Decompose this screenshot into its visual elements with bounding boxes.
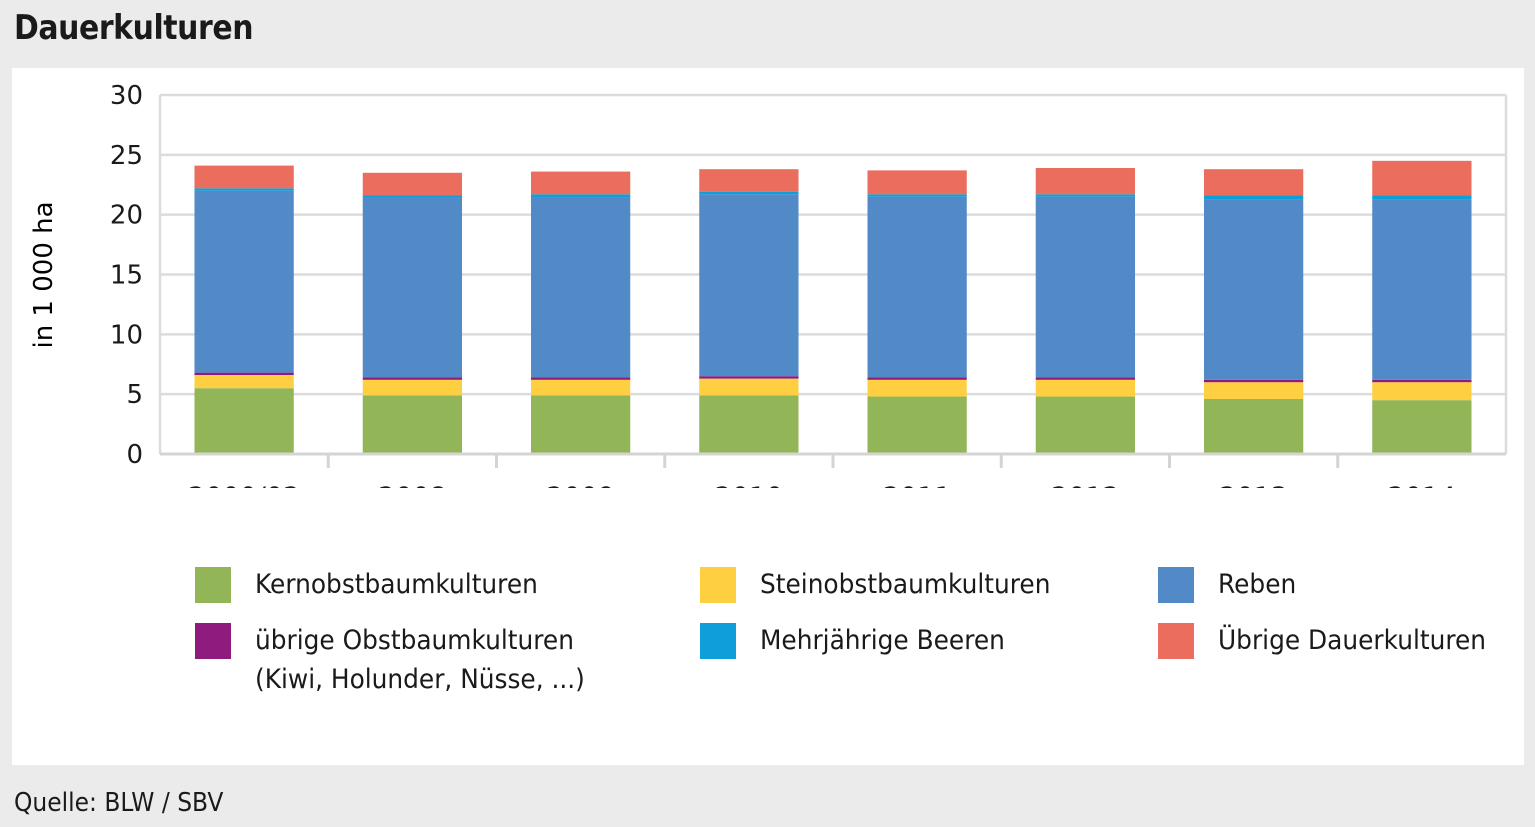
bar-segment-2010-4: [699, 191, 799, 195]
legend-swatch-steinobst: [700, 567, 736, 603]
legend-swatch-uebrige-dauer: [1158, 623, 1194, 659]
x-tick-label-2014: 2014: [1388, 482, 1457, 488]
stacked-bar-chart: in 1 000 ha 0 5 10 15 20 25 30 2000/02 2008 2009…: [29, 81, 1508, 488]
bar-segment-2009-2: [530, 377, 631, 380]
bar-segment-2011-2: [867, 377, 967, 380]
bar-segment-2009-4: [530, 194, 631, 198]
legend-swatch-uebrige-obstbaum: [195, 623, 231, 659]
bar-segment-2009-1: [530, 379, 631, 396]
x-tick-label-2010: 2010: [715, 482, 784, 488]
legend-item-uebrige-obstbaum: übrige Obstbaumkulturen (Kiwi, Holunder,…: [195, 621, 614, 699]
legend-item-reben: Reben: [1158, 565, 1303, 604]
legend-label-steinobst: Steinobstbaumkulturen: [760, 569, 1051, 600]
legend-item-kernobst: Kernobstbaumkulturen: [195, 565, 562, 604]
bar-segment-2008-4: [362, 195, 463, 198]
bar-segment-2000-02-5: [194, 165, 294, 189]
y-tick-label-20: 20: [110, 201, 143, 231]
bar-segment-2009-5: [530, 171, 631, 195]
chart-panel: in 1 000 ha 0 5 10 15 20 25 30 2000/02 2008 2009…: [12, 68, 1524, 765]
legend-item-uebrige-dauer: Übrige Dauerkulturen: [1158, 621, 1509, 660]
bar-segment-2012-2: [1035, 377, 1136, 380]
legend-label-beeren: Mehrjährige Beeren: [760, 625, 1005, 656]
y-tick-label-15: 15: [110, 261, 143, 291]
bar-segment-2013-3: [1203, 199, 1304, 380]
bar-segment-2000-02-3: [194, 190, 294, 373]
y-tick-label-30: 30: [110, 81, 143, 111]
bar-segment-2008-0: [362, 395, 463, 454]
bar-segment-2000-02-1: [194, 375, 294, 389]
y-tick-label-0: 0: [126, 440, 143, 470]
bar-segment-2010-5: [699, 169, 799, 192]
bar-segment-2013-1: [1203, 382, 1304, 399]
bar-segment-2010-0: [699, 395, 799, 454]
bar-segment-2013-0: [1203, 398, 1304, 454]
bar-segment-2011-1: [867, 379, 967, 397]
bar-segment-2008-5: [362, 172, 463, 196]
bar-segment-2011-4: [867, 194, 967, 197]
bars: [194, 160, 1472, 454]
bar-segment-2008-2: [362, 377, 463, 380]
bar-segment-2013-2: [1203, 379, 1304, 383]
page-title: Dauerkulturen: [14, 8, 254, 48]
legend-label-uebrige-dauer: Übrige Dauerkulturen: [1218, 625, 1487, 656]
bar-segment-2012-0: [1035, 396, 1136, 454]
x-tick-label-2013: 2013: [1219, 482, 1288, 488]
bar-segment-2010-1: [699, 378, 799, 396]
bar-segment-2013-5: [1203, 169, 1304, 196]
bar-segment-2014-1: [1372, 382, 1472, 401]
legend-swatch-kernobst: [195, 567, 231, 603]
bar-segment-2014-4: [1372, 195, 1472, 200]
bar-segment-2008-3: [362, 197, 463, 378]
legend-item-steinobst: Steinobstbaumkulturen: [700, 565, 1076, 604]
legend-item-beeren: Mehrjährige Beeren: [700, 621, 1026, 660]
bar-segment-2000-02-0: [194, 388, 294, 454]
bar-segment-2008-1: [362, 379, 463, 396]
x-tick-label-2012: 2012: [1051, 482, 1120, 488]
bar-segment-2012-3: [1035, 196, 1136, 378]
bar-segment-2014-3: [1372, 199, 1472, 380]
x-tick-label-2009: 2009: [546, 482, 615, 488]
y-tick-labels: 0 5 10 15 20 25 30: [110, 81, 143, 470]
bar-segment-2014-2: [1372, 379, 1472, 383]
bar-segment-2010-2: [699, 376, 799, 379]
x-tick-labels: 2000/02 2008 2009 2010 2011 2012 2013 2014: [188, 482, 1456, 488]
bar-segment-2013-4: [1203, 195, 1304, 200]
y-tick-label-25: 25: [110, 141, 143, 171]
bar-segment-2012-5: [1035, 167, 1136, 195]
bar-segment-2014-5: [1372, 160, 1472, 196]
y-axis-label: in 1 000 ha: [29, 201, 59, 348]
axes: [158, 95, 1506, 468]
legend-label-uebrige-obstbaum-line1: übrige Obstbaumkulturen: [255, 625, 574, 656]
source-note: Quelle: BLW / SBV: [14, 788, 224, 818]
bar-segment-2011-5: [867, 170, 967, 195]
bar-segment-2011-0: [867, 396, 967, 454]
bar-segment-2011-3: [867, 196, 967, 378]
x-tick-label-2011: 2011: [883, 482, 952, 488]
bar-segment-2012-4: [1035, 194, 1136, 197]
grid-lines: [160, 93, 1508, 454]
legend-label-uebrige-obstbaum-line2: (Kiwi, Holunder, Nüsse, ...): [255, 664, 585, 695]
bar-segment-2000-02-4: [194, 188, 294, 191]
bar-segment-2012-1: [1035, 379, 1136, 397]
legend-swatch-reben: [1158, 567, 1194, 603]
y-tick-label-5: 5: [126, 380, 143, 410]
x-tick-label-2008: 2008: [378, 482, 447, 488]
legend-label-kernobst: Kernobstbaumkulturen: [255, 569, 538, 600]
legend-label-reben: Reben: [1218, 569, 1297, 600]
bar-segment-2009-3: [530, 197, 631, 378]
bar-segment-2014-0: [1372, 400, 1472, 454]
legend-swatch-beeren: [700, 623, 736, 659]
legend-label-uebrige-obstbaum: übrige Obstbaumkulturen (Kiwi, Holunder,…: [255, 621, 585, 699]
bar-segment-2010-3: [699, 194, 799, 377]
bar-segment-2000-02-2: [194, 372, 294, 376]
y-tick-label-10: 10: [110, 320, 143, 350]
x-tick-label-2000-02: 2000/02: [188, 482, 300, 488]
bar-segment-2009-0: [530, 395, 631, 454]
